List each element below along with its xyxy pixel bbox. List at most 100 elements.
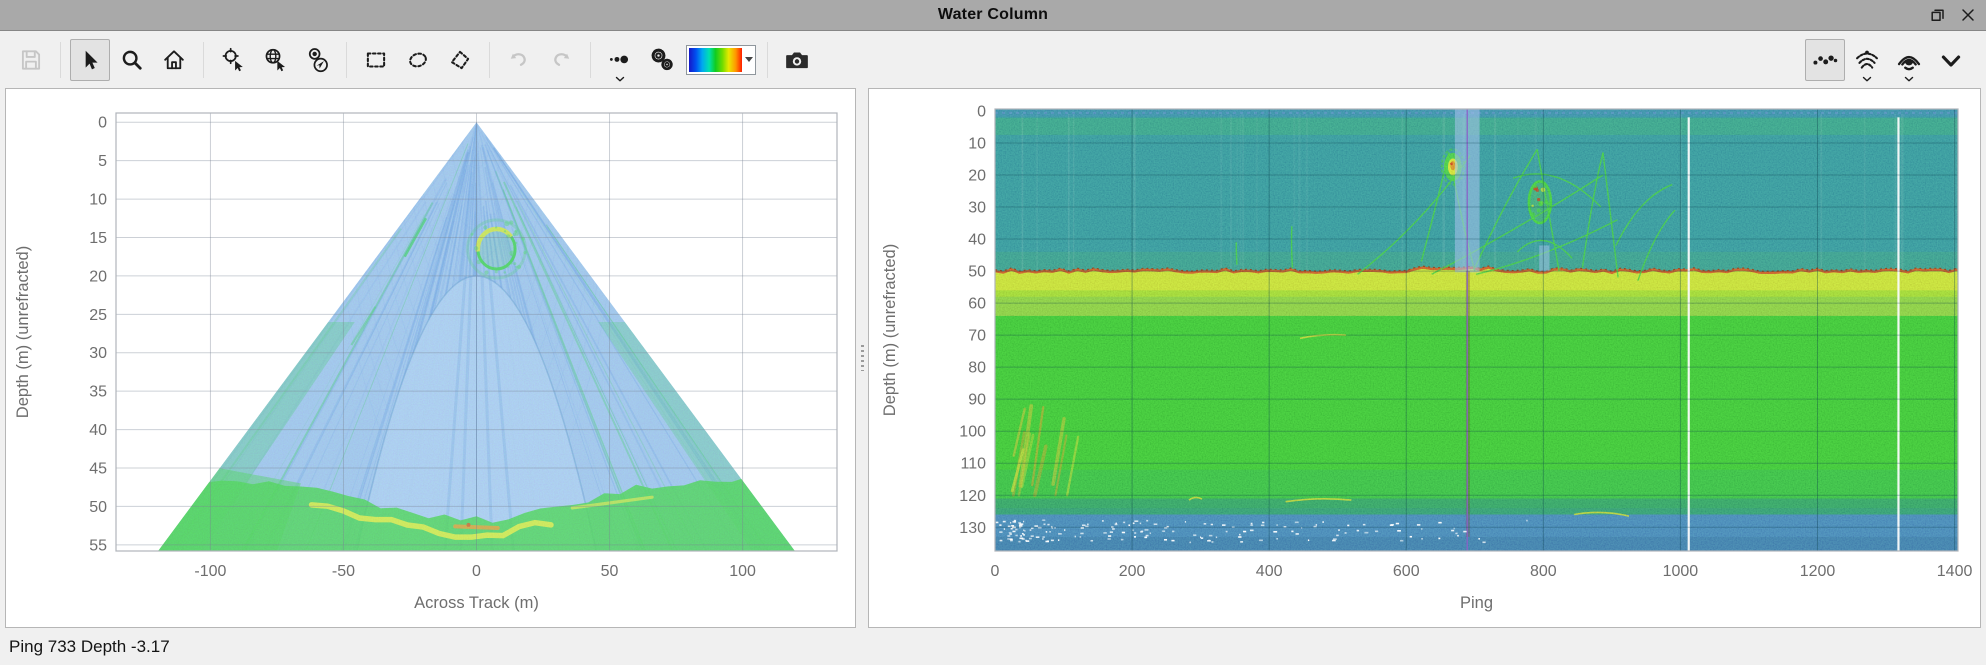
cursor-select-button[interactable]: [70, 38, 110, 81]
toolbar-separator: [60, 41, 61, 78]
ellipse-select-button[interactable]: [398, 39, 438, 81]
svg-text:0: 0: [472, 563, 481, 580]
settings-button[interactable]: [642, 39, 682, 81]
panel-splitter[interactable]: [856, 88, 868, 628]
svg-text:50: 50: [601, 563, 619, 580]
collapse-chevron-icon: [1941, 55, 1961, 67]
svg-text:15: 15: [89, 230, 107, 247]
svg-text:0: 0: [991, 563, 1000, 580]
save-button[interactable]: [11, 39, 51, 81]
toolbar-separator: [346, 41, 347, 78]
close-glyph: [1962, 9, 1974, 21]
status-text: Ping 733 Depth -3.17: [9, 636, 170, 656]
points-display-icon: [1813, 54, 1838, 65]
rectangle-select-button[interactable]: [356, 39, 396, 81]
toolbar-separator: [203, 41, 204, 78]
svg-text:10: 10: [89, 192, 107, 209]
fan-axis-labels: 0 5 10 15 20 25 30 35 40 45 50 55 -100 -50 0 50 100 Acros…: [14, 115, 756, 612]
point-size-button[interactable]: [600, 39, 640, 81]
display-mode-group: [1804, 38, 1972, 81]
fan-display-icon: [1897, 55, 1921, 70]
rectangle-select-icon: [366, 51, 386, 68]
svg-text:Across Track (m): Across Track (m): [414, 594, 539, 612]
svg-text:20: 20: [968, 167, 986, 184]
fan-plot[interactable]: 0 5 10 15 20 25 30 35 40 45 50 55 -100 -50 0 50 100 Acros…: [6, 89, 853, 626]
svg-text:130: 130: [959, 520, 986, 537]
echogram-panel[interactable]: 0 10 20 30 40 50 60 70 80 90 100 110 120 130 0 200 400 60…: [868, 88, 1981, 628]
cursor-select-icon: [85, 50, 98, 69]
svg-text:30: 30: [968, 200, 986, 217]
toolbar-separator: [590, 41, 591, 78]
beam-display-icon: [1856, 50, 1878, 69]
points-display-button[interactable]: [1805, 38, 1845, 81]
beam-display-button[interactable]: [1847, 39, 1887, 81]
svg-text:-100: -100: [194, 563, 226, 580]
beam-pick-icon: [308, 47, 328, 72]
float-window-icon[interactable]: [1926, 4, 1950, 26]
window-title: Water Column: [937, 6, 1049, 23]
geo-pick-icon: [265, 48, 286, 71]
echogram-grid: [994, 108, 1959, 552]
svg-text:Depth (m) (unrefracted): Depth (m) (unrefracted): [881, 244, 899, 416]
echogram-axis-labels: 0 10 20 30 40 50 60 70 80 90 100 110 120 130 0 200 400 60…: [881, 103, 1972, 612]
polygon-select-icon: [450, 50, 470, 69]
svg-text:1200: 1200: [1800, 563, 1836, 580]
titlebar[interactable]: Water Column: [0, 0, 1986, 31]
svg-text:0: 0: [977, 103, 986, 120]
snapshot-camera-icon: [786, 52, 808, 68]
fan-panel[interactable]: 0 5 10 15 20 25 30 35 40 45 50 55 -100 -50 0 50 100 Acros…: [5, 88, 856, 628]
svg-text:35: 35: [89, 384, 107, 401]
home-button[interactable]: [154, 39, 194, 81]
toolbar-separator: [489, 41, 490, 78]
collapse-toolbar-button[interactable]: [1931, 39, 1971, 81]
beam-pick-button[interactable]: [297, 39, 337, 81]
titlebar-controls: [1926, 0, 1980, 30]
svg-text:45: 45: [89, 461, 107, 478]
svg-text:100: 100: [729, 563, 756, 580]
ellipse-select-icon: [409, 52, 427, 67]
settings-gears-icon: [651, 48, 673, 70]
float-window-glyph: [1931, 9, 1944, 21]
chevron-down-icon: [1862, 76, 1872, 81]
svg-text:30: 30: [89, 345, 107, 362]
svg-text:40: 40: [89, 422, 107, 439]
colormap-gradient: [689, 47, 742, 72]
svg-text:60: 60: [968, 296, 986, 313]
point-size-icon: [609, 55, 629, 63]
svg-text:50: 50: [968, 264, 986, 281]
zoom-button[interactable]: [112, 39, 152, 81]
toolbar: [0, 31, 1986, 88]
close-icon[interactable]: [1956, 4, 1980, 26]
snapshot-button[interactable]: [777, 39, 817, 81]
geo-pick-button[interactable]: [255, 39, 295, 81]
svg-text:1400: 1400: [1937, 563, 1973, 580]
fan-grid: [115, 112, 838, 552]
fan-display-button[interactable]: [1889, 39, 1929, 81]
save-icon: [21, 49, 41, 70]
toolbar-separator: [767, 41, 768, 78]
svg-text:80: 80: [968, 360, 986, 377]
undo-button[interactable]: [499, 39, 539, 81]
svg-text:800: 800: [1530, 563, 1557, 580]
redo-button[interactable]: [541, 39, 581, 81]
echogram-image: [995, 109, 1958, 551]
echogram-plot[interactable]: 0 10 20 30 40 50 60 70 80 90 100 110 120 130 0 200 400 60…: [869, 89, 1978, 626]
svg-text:600: 600: [1393, 563, 1420, 580]
zoom-to-point-icon: [222, 47, 243, 71]
zoom-to-point-button[interactable]: [213, 39, 253, 81]
svg-text:0: 0: [98, 115, 107, 132]
svg-text:55: 55: [89, 537, 107, 554]
colormap-selector[interactable]: [686, 44, 756, 75]
svg-text:90: 90: [968, 392, 986, 409]
undo-icon: [510, 52, 526, 66]
svg-text:5: 5: [98, 153, 107, 170]
svg-text:70: 70: [968, 328, 986, 345]
zoom-icon: [122, 50, 142, 70]
svg-text:100: 100: [959, 424, 986, 441]
svg-text:1000: 1000: [1663, 563, 1699, 580]
polygon-select-button[interactable]: [440, 39, 480, 81]
svg-text:200: 200: [1119, 563, 1146, 580]
redo-icon: [554, 52, 570, 66]
content-area: 0 5 10 15 20 25 30 35 40 45 50 55 -100 -50 0 50 100 Acros…: [0, 88, 1986, 628]
